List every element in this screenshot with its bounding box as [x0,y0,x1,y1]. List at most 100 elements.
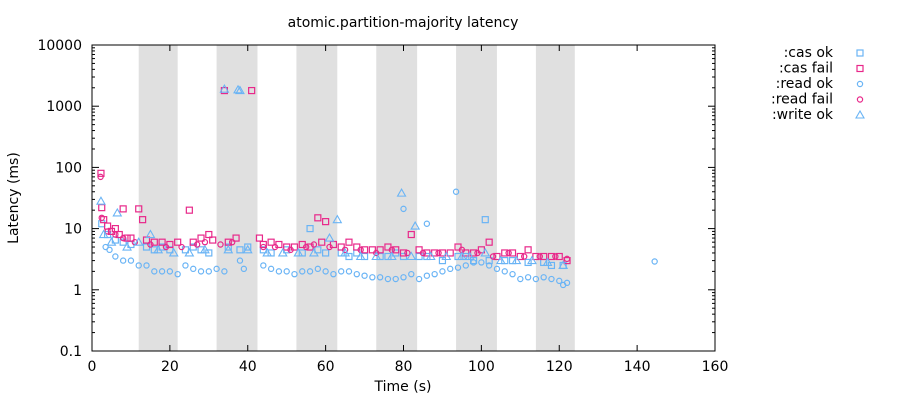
data-point [360,246,369,254]
shaded-interval [535,45,575,351]
data-point [162,243,170,251]
data-point [423,220,431,227]
data-point [452,188,460,195]
data-point [306,225,314,233]
shaded-interval [216,45,258,351]
data-point [119,234,127,242]
data-point [260,243,267,251]
data-point [322,249,330,257]
data-point [97,169,105,177]
data-point [386,251,397,261]
data-point [260,262,267,269]
data-point [259,240,267,249]
data-point [277,247,288,257]
data-point [425,251,436,261]
legend: :cas ok:cas fail:read ok:read fail:write… [771,45,865,123]
data-point [536,253,543,260]
x-tick-label: 40 [239,359,257,375]
data-point [96,196,106,205]
data-point [392,246,400,254]
shaded-interval [296,45,338,351]
data-point [119,205,127,213]
data-point [371,251,382,261]
y-tick-label: 1 [73,283,82,299]
data-point [462,262,469,269]
data-point [197,234,205,242]
data-point [337,243,345,251]
x-tick-label: 60 [317,359,335,375]
data-point [127,234,135,242]
x-axis-label: Time (s) [374,379,432,395]
data-point [435,249,442,257]
data-point [248,86,256,95]
legend-label: :cas fail [779,61,833,77]
data-point [369,274,376,281]
data-point [524,246,532,254]
data-point [552,253,559,260]
y-tick-label: 10 [64,222,82,238]
data-point [127,257,135,264]
data-point [547,252,556,261]
data-point [501,249,509,257]
data-point [293,247,304,257]
x-tick-label: 140 [624,359,651,375]
data-point [478,259,485,266]
legend-label: :read ok [776,76,834,92]
data-point [151,268,158,275]
data-point [517,275,524,283]
data-point [415,252,423,261]
data-point [205,268,213,275]
data-point [287,246,294,254]
data-point [485,257,493,265]
data-point [318,238,326,246]
data-point [651,258,658,265]
data-point [168,247,179,257]
data-point [454,264,462,271]
data-point [355,251,366,261]
data-point [431,249,439,257]
data-point [563,257,571,265]
x-tick-label: 120 [546,359,573,375]
data-point [158,238,166,246]
y-tick-label: 0.1 [60,344,82,360]
data-point [174,238,182,246]
data-point [326,243,333,251]
data-point [143,262,150,269]
data-point [532,275,540,283]
data-point [299,268,306,275]
data-point [532,252,540,261]
data-point [384,275,392,283]
data-point [145,229,156,239]
data-point [135,262,142,269]
data-point [508,249,517,257]
data-point [314,214,322,222]
data-point [219,84,230,93]
data-point [399,249,408,257]
data-point [98,204,106,212]
data-point [423,249,431,257]
data-point [244,243,252,251]
data-point [345,268,353,275]
data-point [353,243,361,251]
data-point [456,251,467,261]
data-point [174,270,181,278]
data-point [322,268,329,275]
data-point [135,205,143,213]
data-point [213,265,220,273]
data-point [511,255,522,265]
data-point [563,279,571,287]
data-point [190,265,197,273]
series-read-fail [97,173,571,263]
shaded-interval [376,45,418,351]
axis-ticks: 0 20 40 60 80 100 120 140 160 0.1 1 10 100 1000 10000 [37,38,728,375]
x-tick-label: 0 [88,359,97,375]
data-point [233,84,243,94]
data-point [447,265,454,273]
data-point [368,246,376,254]
data-point [361,272,368,279]
data-point [271,243,279,251]
data-point [441,251,452,261]
data-point [228,238,236,246]
data-point [235,85,245,95]
data-point [308,247,319,257]
